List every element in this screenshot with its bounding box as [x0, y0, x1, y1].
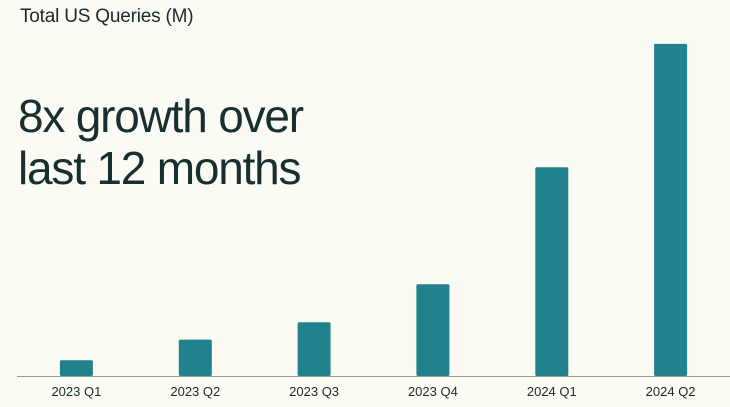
headline-line-2: last 12 months [18, 142, 302, 194]
chart-title: Total US Queries (M) [20, 6, 194, 27]
bar-2023-q3 [297, 322, 331, 376]
x-tick-label: 2024 Q2 [646, 384, 696, 399]
x-tick-label: 2023 Q1 [51, 384, 101, 399]
headline: 8x growth over last 12 months [18, 90, 304, 194]
x-tick-label: 2024 Q1 [527, 384, 577, 399]
bar-2023-q1 [59, 360, 93, 376]
bar-2024-q1 [535, 167, 569, 376]
bar-2023-q4 [416, 284, 450, 376]
x-tick-label: 2023 Q2 [170, 384, 220, 399]
headline-line-1: 8x growth over [18, 90, 304, 142]
bar-2024-q2 [654, 43, 688, 377]
bar-2023-q2 [178, 339, 212, 376]
x-tick-label: 2023 Q4 [408, 384, 458, 399]
x-tick-label: 2023 Q3 [289, 384, 339, 399]
bars-group [59, 43, 688, 377]
x-tick-labels: 2023 Q1 2023 Q2 2023 Q3 2023 Q4 2024 Q1 2024 … [51, 384, 695, 399]
